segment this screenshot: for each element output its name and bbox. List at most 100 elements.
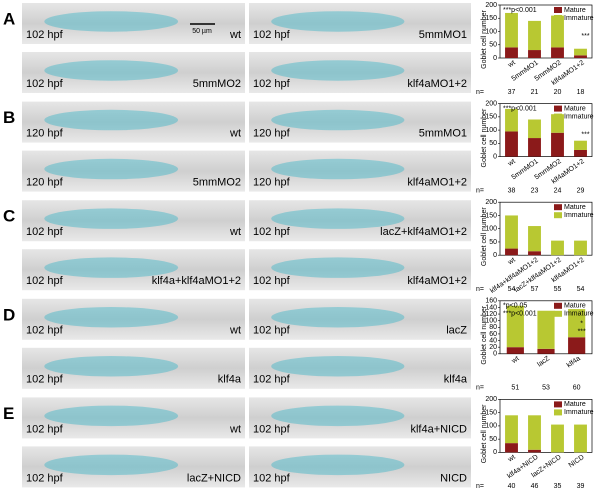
stage-label: 102 hpf [26, 472, 64, 484]
legend-swatch [554, 409, 562, 416]
x-tick-label: lacZ [536, 355, 551, 369]
stained-cells [271, 257, 405, 278]
stage-label: 102 hpf [26, 275, 64, 287]
y-tick-label: 120 [485, 311, 497, 318]
y-tick-label: 0 [493, 351, 497, 358]
micrograph [249, 446, 471, 488]
image-label: wt [229, 325, 241, 337]
x-tick-label: wt [506, 59, 517, 69]
bar-segment [505, 131, 518, 157]
panel-letter: D [3, 305, 15, 324]
y-tick-label: 20 [489, 344, 497, 351]
stained-cells [271, 208, 405, 229]
legend-label: Mature [564, 204, 586, 211]
n-label: 20 [554, 89, 562, 96]
n-label: 51 [511, 385, 519, 392]
bar-segment [568, 337, 586, 354]
bar-segment [551, 132, 564, 157]
y-tick-label: 140 [485, 304, 497, 311]
significance-stars: *** [581, 131, 589, 138]
y-tick-label: 200 [485, 396, 497, 403]
n-prefix: n= [476, 385, 484, 392]
stage-label: 120 hpf [253, 128, 291, 140]
image-label: lacZ [446, 325, 467, 337]
bar-segment [574, 149, 587, 157]
significance-note: *p<0.05 [503, 303, 527, 310]
n-label: 29 [577, 187, 585, 194]
micrograph [249, 101, 471, 143]
n-prefix: n= [476, 483, 484, 490]
image-label: wt [229, 226, 241, 238]
bar-segment [537, 310, 555, 349]
y-axis-label: Goblet cell number [481, 207, 488, 266]
stage-label: 102 hpf [253, 275, 291, 287]
bar-segment [528, 50, 541, 58]
n-label: 46 [531, 483, 539, 490]
significance-note: ***p<0.001 [503, 311, 537, 318]
y-tick-label: 50 [489, 436, 497, 443]
micrograph [22, 446, 245, 488]
y-tick-label: 0 [493, 153, 497, 160]
stage-label: 102 hpf [26, 374, 64, 386]
micrograph [22, 397, 245, 439]
legend-swatch [554, 401, 562, 408]
bar-segment [528, 20, 541, 51]
stained-cells [44, 158, 179, 180]
significance-stars: * [580, 321, 583, 328]
n-label: 53 [542, 385, 550, 392]
stained-cells [44, 60, 179, 81]
image-label: klf4a+NICD [410, 423, 467, 435]
n-label: 37 [508, 89, 516, 96]
y-tick-label: 150 [485, 114, 497, 121]
n-label: 40 [508, 483, 516, 490]
image-label: 5mmMO1 [419, 29, 467, 41]
scale-bar-label: 50 µm [192, 28, 212, 35]
y-tick-label: 150 [485, 15, 497, 22]
image-label: klf4a [444, 374, 468, 386]
n-label: 18 [577, 89, 585, 96]
image-label: klf4aMO1+2 [407, 177, 467, 189]
image-label: 5mmMO2 [193, 177, 241, 189]
stained-cells [44, 109, 179, 131]
stained-cells [271, 405, 405, 427]
legend-label: Mature [564, 303, 586, 310]
image-label: klf4aMO1+2 [407, 275, 467, 287]
micrograph [22, 52, 245, 93]
bar-segment [505, 215, 518, 249]
n-prefix: n= [476, 187, 484, 194]
y-tick-label: 100 [485, 127, 497, 134]
stained-cells [271, 356, 405, 377]
legend-swatch [554, 113, 562, 120]
stained-cells [44, 257, 179, 278]
y-tick-label: 60 [489, 331, 497, 338]
bar-segment [505, 248, 518, 256]
micrograph [22, 200, 245, 242]
image-label: wt [229, 128, 241, 140]
micrograph [22, 249, 245, 291]
bar-segment [505, 415, 518, 444]
panel-letter: A [3, 9, 15, 28]
bar-segment [528, 415, 541, 450]
legend-label: Mature [564, 7, 586, 14]
significance-note: ***p<0.001 [503, 7, 537, 14]
stage-label: 120 hpf [26, 177, 64, 189]
x-tick-label: klf4a [566, 355, 582, 369]
bar-segment [551, 15, 564, 48]
bar-segment [506, 305, 524, 348]
panel-letter: B [3, 108, 15, 127]
micrograph [22, 347, 245, 389]
stage-label: 102 hpf [26, 78, 64, 90]
bar-segment [574, 424, 587, 453]
image-label: wt [229, 29, 241, 41]
image-label: klf4a+klf4aMO1+2 [152, 275, 241, 287]
y-tick-label: 150 [485, 409, 497, 416]
y-tick-label: 50 [489, 140, 497, 147]
n-label: 39 [577, 483, 585, 490]
image-label: klf4aMO1+2 [407, 78, 467, 90]
x-tick-label: wt [506, 158, 517, 168]
image-label: 5mmMO1 [419, 128, 467, 140]
stage-label: 120 hpf [253, 177, 291, 189]
bar-segment [528, 119, 541, 139]
stained-cells [44, 454, 179, 476]
legend-swatch [554, 310, 562, 317]
